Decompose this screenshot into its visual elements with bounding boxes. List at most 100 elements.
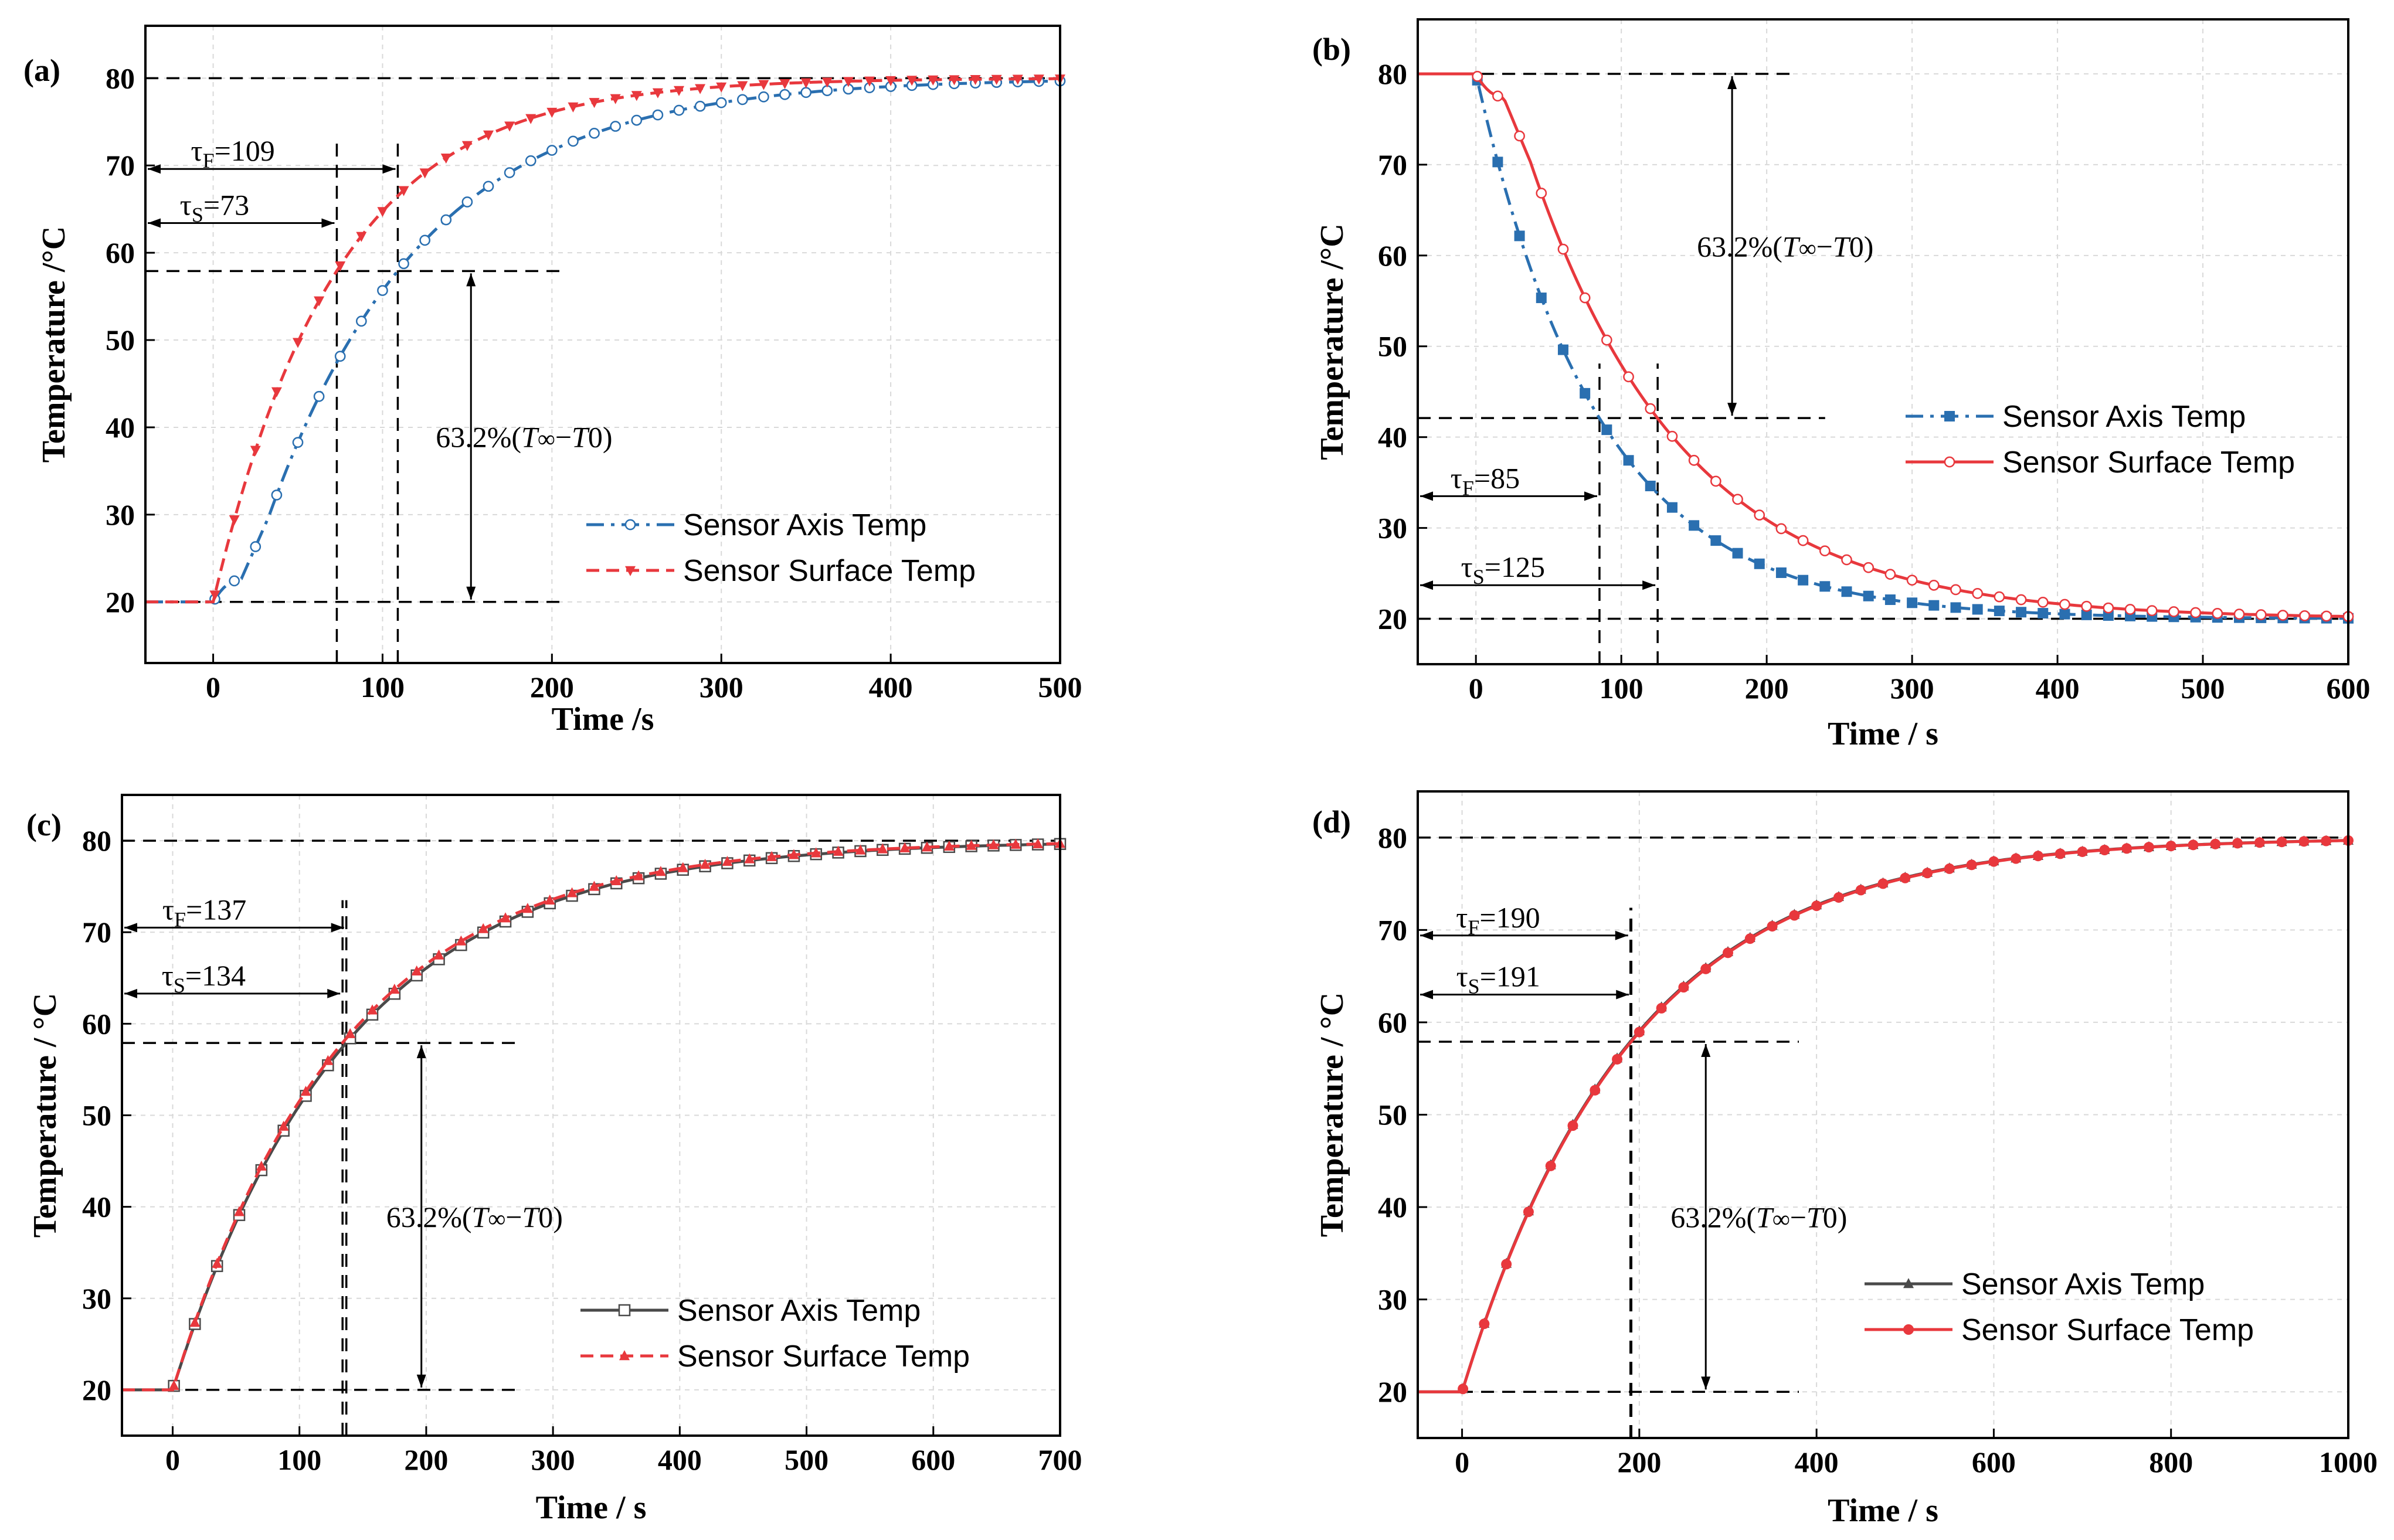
data-point <box>2233 608 2245 620</box>
x-tick-label: 0 <box>165 1443 180 1476</box>
data-point <box>546 107 558 118</box>
data-point <box>1994 591 2005 603</box>
delta-label-t: T <box>521 421 539 454</box>
series-line-1 <box>1418 839 2349 1393</box>
data-point <box>928 75 939 86</box>
data-point <box>2077 846 2088 857</box>
data-point <box>2299 610 2310 621</box>
data-point <box>345 1028 356 1038</box>
data-point <box>2103 610 2114 621</box>
data-point <box>1689 520 1700 531</box>
plot-frame <box>1417 18 2349 665</box>
data-point <box>1033 74 1044 85</box>
data-point <box>779 79 790 90</box>
data-point <box>1033 838 1044 849</box>
data-point <box>2121 843 2132 854</box>
y-tick-label: 20 <box>82 1374 111 1406</box>
plot-frame <box>144 25 1061 664</box>
x-axis-title: Time / s <box>1828 1493 1938 1529</box>
panel-label: (d) <box>1312 804 1351 839</box>
arrow-head-down <box>1701 1376 1711 1390</box>
tau-symbol: τ <box>191 134 202 167</box>
data-point <box>335 261 346 272</box>
y-tick-label: 20 <box>1378 603 1407 635</box>
data-point <box>2190 607 2201 618</box>
data-point <box>168 1380 179 1391</box>
y-axis-title: Temperature / °C <box>27 993 63 1238</box>
tau-subscript: S <box>174 974 185 997</box>
data-point <box>1863 590 1874 601</box>
x-axis-title: Time / s <box>1828 716 1938 752</box>
data-point <box>1841 586 1852 597</box>
data-point <box>631 91 642 101</box>
delta-label-inf: ∞ <box>538 426 555 453</box>
data-point <box>1523 1206 1534 1218</box>
data-point <box>1944 456 1955 468</box>
data-point <box>694 100 706 112</box>
data-point <box>1863 562 1875 573</box>
data-point <box>355 315 367 327</box>
data-point <box>1841 554 1852 566</box>
data-point <box>398 186 409 196</box>
panel-label: (a) <box>23 53 60 88</box>
tau-value: =125 <box>1485 550 1545 583</box>
data-point <box>504 167 515 178</box>
arrow-head-up <box>1727 76 1737 89</box>
y-tick-label: 80 <box>106 62 135 94</box>
series-line-0 <box>1418 839 2349 1393</box>
data-point <box>525 114 536 124</box>
y-tick-label: 80 <box>82 824 111 857</box>
data-point <box>234 1206 245 1216</box>
data-point <box>1557 243 1569 255</box>
y-tick-label: 50 <box>1378 330 1407 363</box>
data-point <box>1536 293 1547 304</box>
tau-value: =191 <box>1480 960 1540 993</box>
delta-label: 63.2%(T∞−T0) <box>1670 1201 1847 1234</box>
data-point <box>1710 475 1721 487</box>
data-point <box>2016 607 2027 618</box>
data-point <box>2037 596 2049 608</box>
tau-symbol: τ <box>180 189 192 222</box>
data-point <box>1012 74 1023 85</box>
y-tick-label: 30 <box>82 1282 111 1315</box>
data-point <box>1700 963 1712 974</box>
x-tick-label: 600 <box>1972 1446 2016 1478</box>
data-point <box>483 181 494 192</box>
data-point <box>2210 838 2221 849</box>
data-point <box>779 89 790 100</box>
legend-label-0: Sensor Axis Temp <box>2002 400 2246 434</box>
chart-panel-a: 0 100 200 300 400 50020304050607080τF=109τS=7… <box>23 25 1082 737</box>
chart-panel-b: 0 100 200 300 400 500 60020304050607080τF=85τS… <box>1312 18 2371 752</box>
data-point <box>1819 545 1831 557</box>
x-tick-label: 400 <box>869 671 913 703</box>
arrow-head-left <box>148 164 161 174</box>
tau-subscript: F <box>174 907 186 931</box>
arrow-head-right <box>1642 580 1656 590</box>
data-point <box>1884 569 1896 580</box>
arrow-head-right <box>1584 491 1597 501</box>
data-point <box>625 566 636 576</box>
delta-label-suffix: ) <box>1864 230 1874 263</box>
data-point <box>618 1304 631 1317</box>
data-point <box>2059 599 2070 610</box>
delta-label-suffix: ) <box>603 421 613 454</box>
arrow-head-left <box>1420 580 1433 590</box>
data-point <box>1928 579 1940 591</box>
delta-label-prefix: 63.2%( <box>386 1201 472 1233</box>
y-tick-label: 50 <box>106 324 135 356</box>
data-point <box>1590 1085 1601 1096</box>
data-point <box>2188 839 2199 851</box>
y-tick-label: 20 <box>106 586 135 618</box>
data-point <box>1900 872 1911 883</box>
chart-panel-d: 0 200 400 600 800 100020304050607080τF=190τS=… <box>1312 790 2378 1529</box>
y-tick-label: 40 <box>82 1191 111 1223</box>
data-point <box>377 207 388 217</box>
data-point <box>2232 838 2243 849</box>
data-point <box>1479 1318 1490 1330</box>
data-point <box>800 78 811 89</box>
data-point <box>525 155 536 166</box>
arrow-head-right <box>1615 930 1628 940</box>
delta-label-t: T <box>1782 230 1801 263</box>
data-point <box>885 76 897 86</box>
data-point <box>2146 605 2158 616</box>
